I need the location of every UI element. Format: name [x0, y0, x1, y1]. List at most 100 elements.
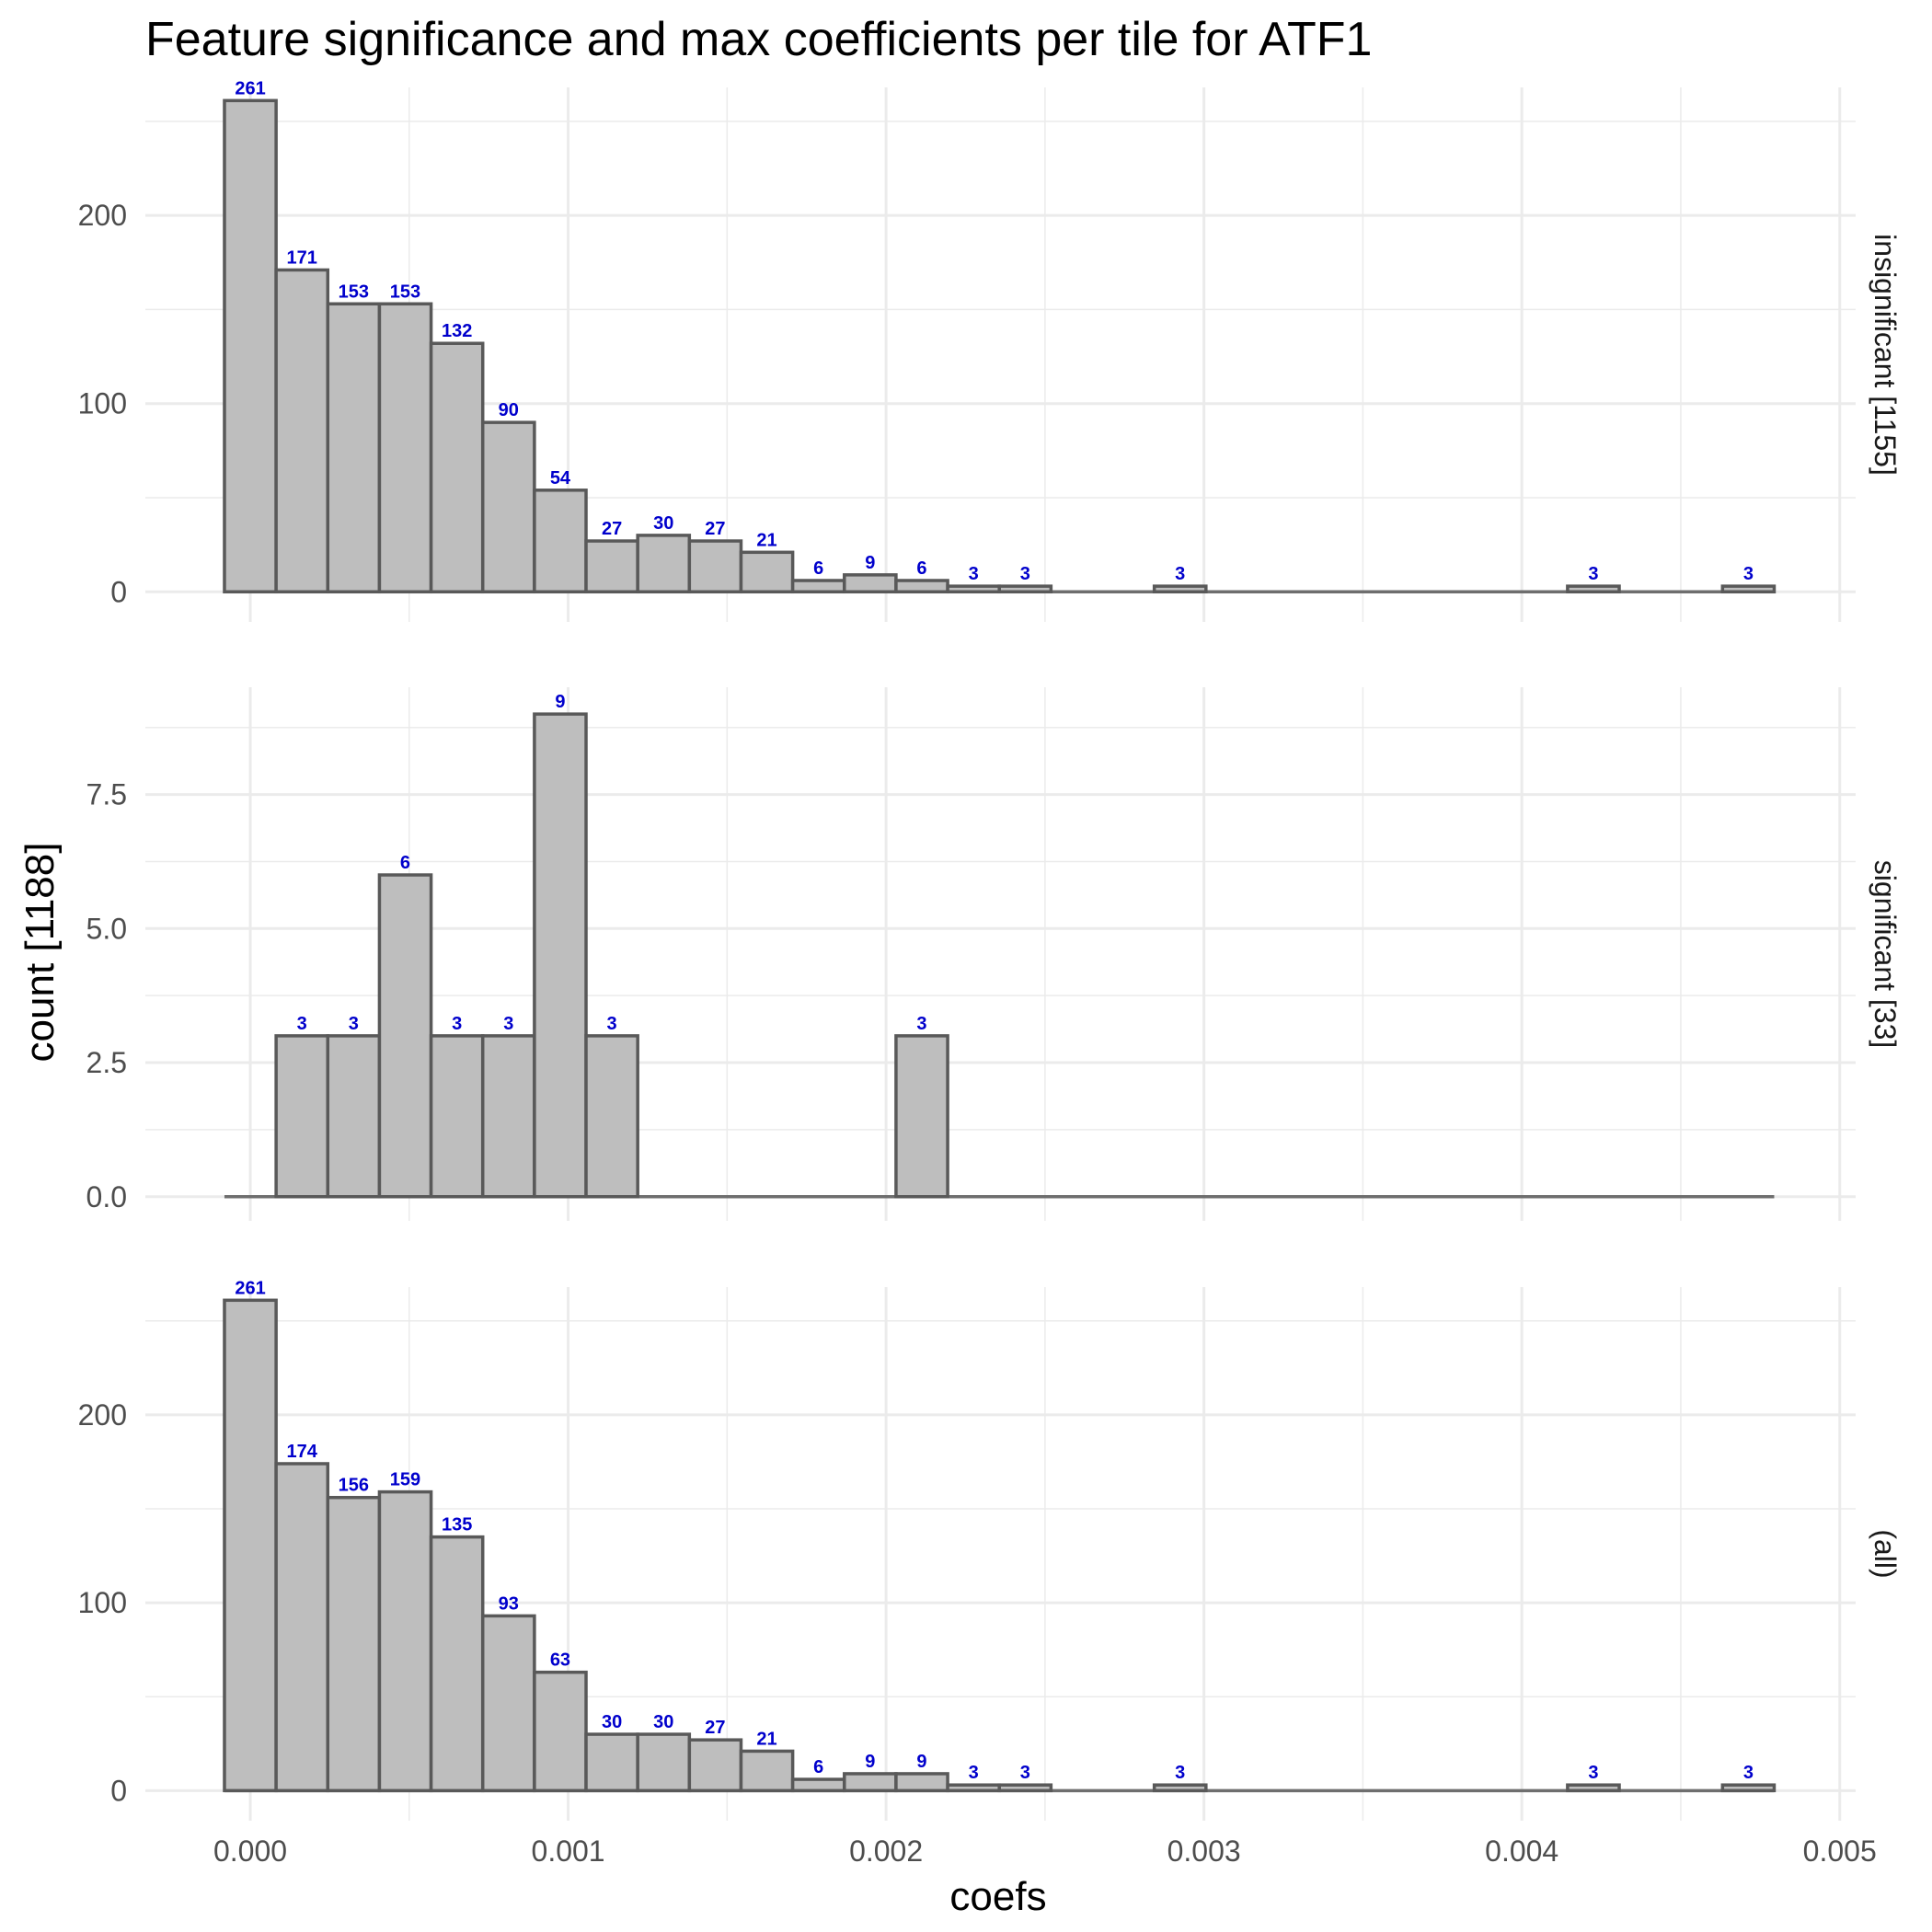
histogram-bar: [377, 302, 433, 594]
histogram-bar: [429, 341, 485, 594]
bar-count-label: 6: [813, 558, 823, 579]
histogram-bar: [843, 573, 898, 594]
histogram-bar: [790, 579, 846, 594]
bar-count-label: 174: [287, 1442, 318, 1462]
histogram-bar: [997, 1783, 1053, 1793]
bar-count-label: 3: [1175, 1763, 1185, 1783]
histogram-bar: [223, 98, 278, 594]
y-tick-label: 2.5: [86, 1046, 127, 1079]
histogram-bar: [1152, 584, 1208, 594]
bar-count-label: 3: [1743, 1763, 1754, 1783]
histogram-bar: [377, 1489, 433, 1793]
bar-count-label: 6: [916, 558, 926, 579]
bar-count-label: 3: [503, 1014, 513, 1034]
bar-count-label: 3: [452, 1014, 462, 1034]
bar-count-label: 156: [339, 1476, 369, 1496]
histogram-bar: [326, 1034, 382, 1199]
bar-count-label: 261: [235, 78, 265, 98]
histogram-bar: [274, 1462, 330, 1793]
histogram-bar: [687, 1738, 743, 1793]
histogram-bar: [377, 873, 433, 1199]
bar-count-label: 30: [602, 1712, 622, 1732]
histogram-bar: [1720, 584, 1777, 594]
bar-count-label: 261: [235, 1278, 265, 1298]
y-tick-label: 7.5: [86, 778, 127, 811]
bar-count-label: 27: [705, 1718, 725, 1738]
histogram-bar: [997, 584, 1053, 594]
bar-count-label: 54: [550, 468, 571, 489]
histogram-bar: [274, 1034, 330, 1199]
histogram-bar: [533, 489, 588, 594]
bar-count-label: 30: [653, 1712, 673, 1732]
histogram-bar: [429, 1535, 485, 1793]
x-tick-label: 0.005: [1803, 1834, 1877, 1868]
bar-count-label: 93: [499, 1593, 519, 1614]
bar-count-label: 3: [349, 1014, 359, 1034]
histogram-bar: [480, 1614, 536, 1793]
bar-count-label: 9: [916, 1752, 926, 1772]
histogram-bar: [636, 534, 692, 594]
histogram-bar: [1720, 1783, 1777, 1793]
bar-count-label: 3: [1020, 564, 1030, 584]
bar-count-label: 21: [756, 530, 776, 550]
bar-count-label: 90: [499, 400, 519, 420]
x-axis-title: coefs: [949, 1874, 1046, 1919]
histogram-bar: [843, 1772, 898, 1793]
histogram-bar: [790, 1777, 846, 1793]
histogram-bar: [584, 539, 639, 594]
bar-count-label: 9: [555, 692, 565, 712]
histogram-bar: [894, 1772, 949, 1793]
histogram-bar: [223, 1298, 278, 1793]
histogram-bar: [480, 1034, 536, 1199]
histogram-bar: [1566, 584, 1621, 594]
histogram-bar: [584, 1732, 639, 1793]
bar-count-label: 63: [550, 1650, 570, 1671]
y-tick-label: 200: [78, 1398, 127, 1432]
bar-count-label: 153: [390, 282, 420, 302]
bar-count-label: 135: [442, 1515, 472, 1535]
y-tick-label: 0: [110, 575, 127, 608]
x-tick-label: 0.001: [532, 1834, 605, 1868]
bar-count-label: 3: [969, 564, 979, 584]
y-tick-label: 100: [78, 1586, 127, 1619]
histogram-bar: [326, 302, 382, 594]
bar-count-label: 3: [916, 1014, 926, 1034]
bar-count-label: 3: [1743, 564, 1754, 584]
histogram-bar: [687, 539, 743, 594]
histogram-bar: [584, 1034, 639, 1199]
histogram-bar: [946, 1783, 1001, 1793]
bar-count-label: 27: [705, 519, 725, 539]
facet-strip-label: (all): [1869, 1529, 1902, 1578]
x-tick-label: 0.000: [213, 1834, 287, 1868]
bar-count-label: 3: [1588, 564, 1598, 584]
bar-count-label: 6: [813, 1757, 823, 1777]
y-tick-label: 200: [78, 199, 127, 232]
histogram-bar: [429, 1034, 485, 1199]
histogram-bar: [636, 1732, 692, 1793]
y-tick-label: 0: [110, 1774, 127, 1807]
facet-panel: 3 3 6 3 3 9 3 3 0.0 2.5 5.0 7.5 significant [33]: [86, 687, 1902, 1221]
histogram-bar: [1152, 1783, 1208, 1793]
bar-count-label: 3: [1588, 1763, 1598, 1783]
histogram-bar: [533, 712, 588, 1199]
y-tick-label: 100: [78, 387, 127, 420]
y-axis-title: count [1188]: [17, 843, 63, 1063]
x-tick-label: 0.004: [1485, 1834, 1558, 1868]
histogram-bar: [1566, 1783, 1621, 1793]
bar-count-label: 21: [756, 1729, 776, 1749]
histogram-bar: [480, 420, 536, 594]
bar-count-label: 153: [339, 282, 369, 302]
y-tick-label: 5.0: [86, 912, 127, 945]
facet-strip-label: significant [33]: [1869, 860, 1902, 1049]
bar-count-label: 3: [607, 1014, 617, 1034]
facet-strip-label: insignificant [1155]: [1869, 234, 1902, 476]
x-axis: 0.000 0.001 0.002 0.003 0.004 0.005: [213, 1834, 1877, 1868]
bar-count-label: 159: [390, 1470, 420, 1490]
histogram-bar: [739, 550, 795, 594]
bar-count-label: 3: [1175, 564, 1185, 584]
bar-count-label: 27: [602, 519, 622, 539]
x-tick-label: 0.003: [1167, 1834, 1241, 1868]
